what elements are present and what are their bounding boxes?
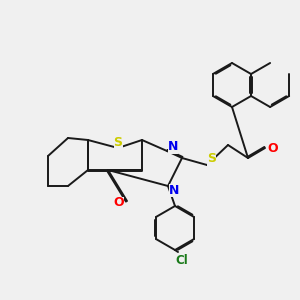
- Text: O: O: [114, 196, 124, 209]
- Text: N: N: [168, 140, 178, 154]
- Text: O: O: [268, 142, 278, 154]
- Text: N: N: [169, 184, 179, 196]
- Text: S: S: [113, 136, 122, 148]
- Text: Cl: Cl: [176, 254, 188, 266]
- Text: S: S: [208, 152, 217, 166]
